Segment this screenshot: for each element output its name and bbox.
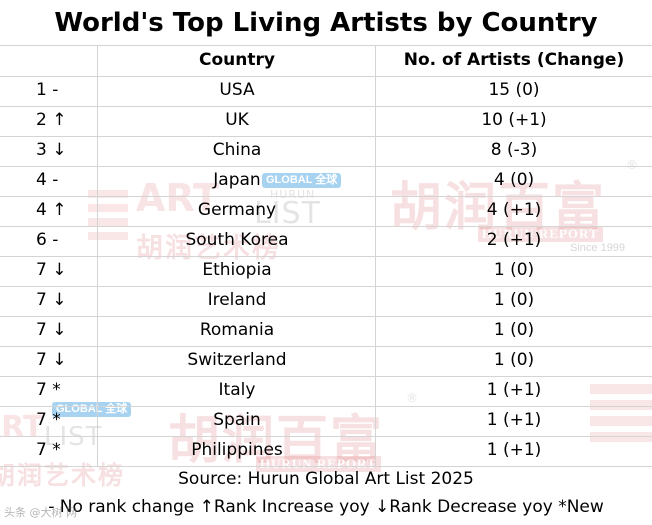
table-row: 7 ↓ Ethiopia 1 (0) [0, 256, 652, 287]
artist-count-cell: 1 (0) [493, 320, 535, 340]
country-cell: South Korea [185, 230, 289, 250]
table-row: 2 ↑ UK 10 (+1) [0, 106, 652, 137]
rank-cell: 7 * [36, 440, 61, 460]
rank-cell: 6 - [36, 230, 59, 250]
country-cell: Italy [218, 380, 256, 400]
footer-watermark-tag: 头条 @大树 网 [4, 506, 77, 519]
country-cell: Switzerland [187, 350, 287, 370]
artist-count-cell: 1 (0) [493, 260, 535, 280]
rank-cell: 7 * [36, 380, 61, 400]
table-row: 7 ↓ Romania 1 (0) [0, 316, 652, 347]
table-row: 1 - USA 15 (0) [0, 76, 652, 107]
artist-count-cell: 1 (+1) [486, 410, 542, 430]
artist-count-cell: 1 (0) [493, 350, 535, 370]
header-artist-count: No. of Artists (Change) [403, 50, 625, 70]
rank-cell: 7 ↓ [36, 290, 67, 310]
source-note: Source: Hurun Global Art List 2025 [178, 469, 474, 489]
page-title: World's Top Living Artists by Country [54, 8, 598, 38]
country-cell: Germany [197, 200, 277, 220]
rank-cell: 1 - [36, 80, 59, 100]
header-country: Country [199, 50, 275, 70]
country-cell: Romania [199, 320, 275, 340]
rank-cell: 3 ↓ [36, 140, 67, 160]
artists-table: Country No. of Artists (Change) 1 - USA … [0, 45, 652, 467]
rank-cell: 2 ↑ [36, 110, 67, 130]
rank-cell: 7 ↓ [36, 320, 67, 340]
artist-count-cell: 4 (+1) [486, 200, 542, 220]
table-header-row: Country No. of Artists (Change) [0, 46, 652, 77]
artist-count-cell: 4 (0) [493, 170, 535, 190]
country-cell: Spain [213, 410, 261, 430]
table-row: 7 * Philippines 1 (+1) [0, 436, 652, 467]
country-cell: Ethiopia [202, 260, 272, 280]
artist-count-cell: 1 (0) [493, 290, 535, 310]
rank-cell: 4 ↑ [36, 200, 67, 220]
table-row: 4 - Japan 4 (0) [0, 166, 652, 197]
table-row: 4 ↑ Germany 4 (+1) [0, 196, 652, 227]
rank-cell: 7 * [36, 410, 61, 430]
rank-cell: 4 - [36, 170, 59, 190]
country-cell: China [212, 140, 262, 160]
artist-count-cell: 10 (+1) [481, 110, 547, 130]
rank-cell: 7 ↓ [36, 260, 67, 280]
artist-count-cell: 1 (+1) [486, 380, 542, 400]
table-row: 7 ↓ Ireland 1 (0) [0, 286, 652, 317]
artist-count-cell: 1 (+1) [486, 440, 542, 460]
artist-count-cell: 15 (0) [488, 80, 540, 100]
country-cell: UK [225, 110, 249, 130]
artist-count-cell: 2 (+1) [486, 230, 542, 250]
country-cell: Ireland [207, 290, 267, 310]
table-row: 7 * Italy 1 (+1) [0, 376, 652, 407]
country-cell: USA [219, 80, 255, 100]
table-row: 7 ↓ Switzerland 1 (0) [0, 346, 652, 377]
country-cell: Philippines [191, 440, 283, 460]
table-row: 3 ↓ China 8 (-3) [0, 136, 652, 167]
country-cell: Japan [213, 170, 261, 190]
rank-legend: - No rank change ↑Rank Increase yoy ↓Ran… [48, 497, 604, 517]
artist-count-cell: 8 (-3) [490, 140, 538, 160]
rank-cell: 7 ↓ [36, 350, 67, 370]
table-row: 7 * Spain 1 (+1) [0, 406, 652, 437]
table-row: 6 - South Korea 2 (+1) [0, 226, 652, 257]
